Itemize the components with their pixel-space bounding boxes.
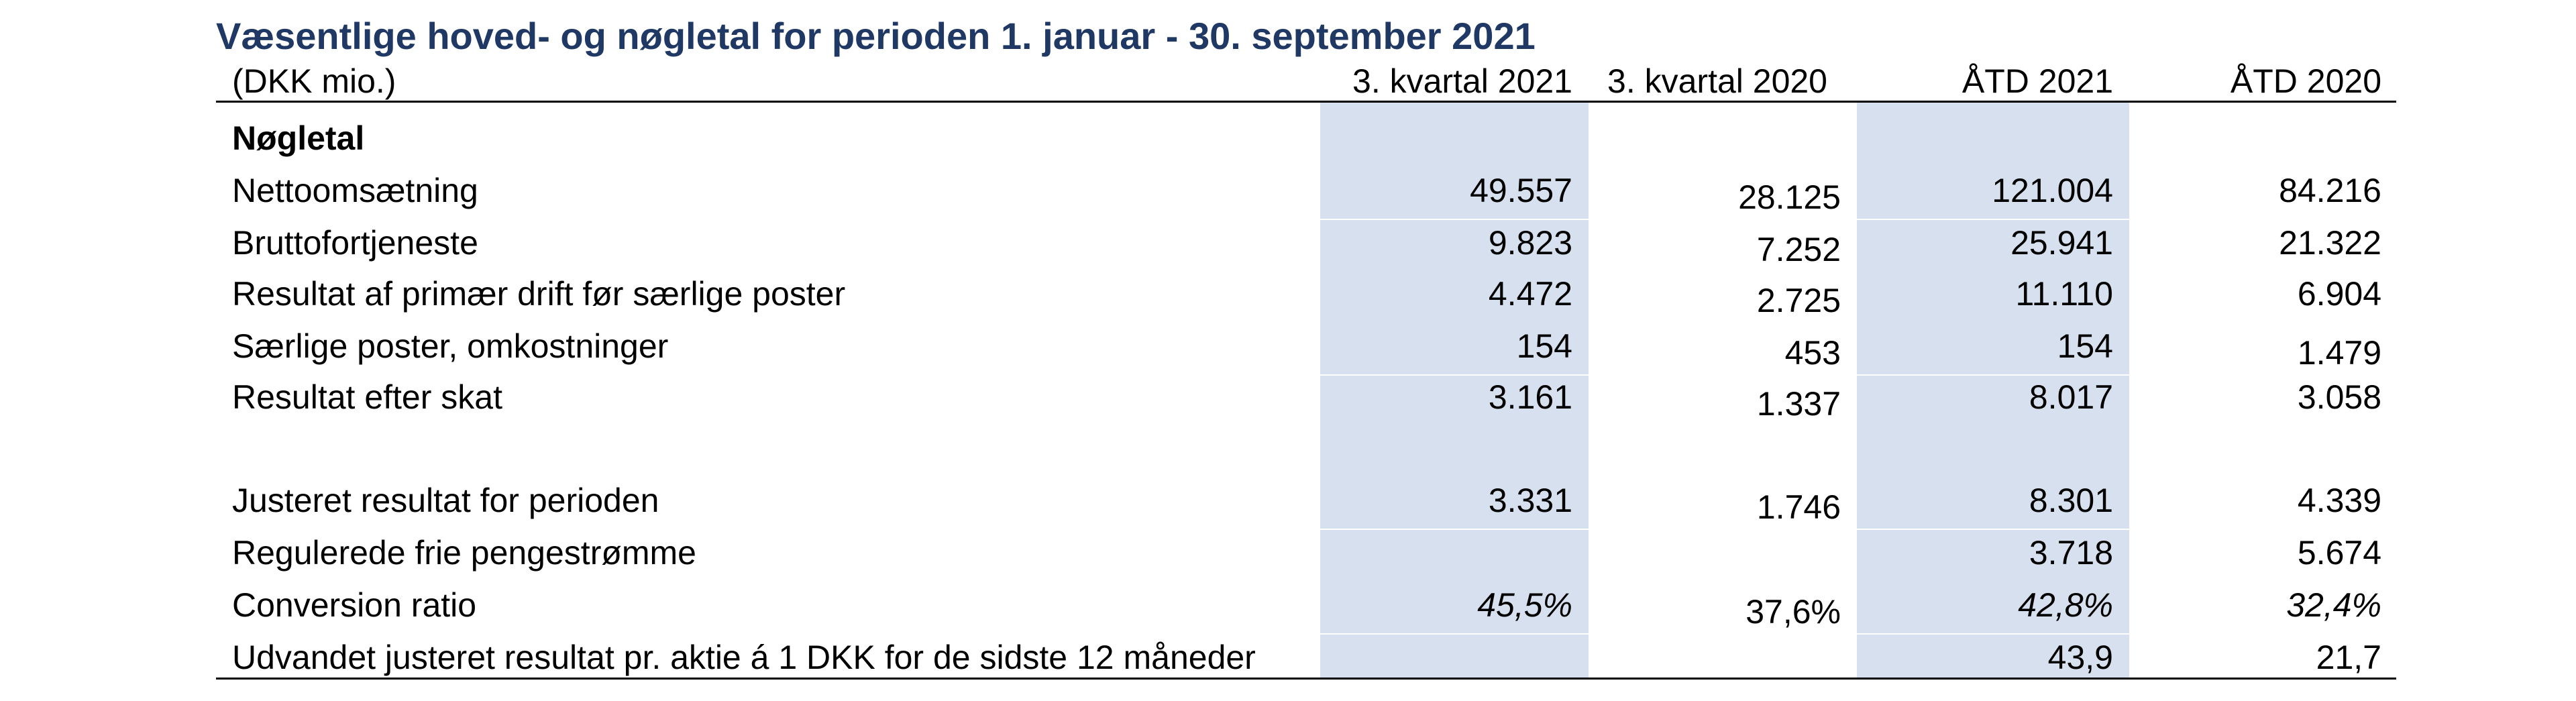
table-cell: 42,8% [2018,586,2113,624]
header-rule [216,101,2396,103]
table-cell: 3.058 [2297,378,2381,416]
table-cell: 121.004 [1992,172,2113,209]
row-separator [1320,529,1589,530]
row-label: Regulerede frie pengestrømme [232,534,696,572]
table-cell: 37,6% [1746,593,1841,631]
table-cell: 2.725 [1756,282,1841,319]
row-separator [1857,529,2129,530]
row-label: Udvandet justeret resultat pr. aktie á 1… [232,639,1256,676]
table-cell: 1.746 [1756,488,1841,526]
table-cell: 28.125 [1738,178,1841,216]
column-header-q3-2020: 3. kvartal 2020 [1607,62,1827,100]
table-cell: 7.252 [1756,231,1841,268]
row-label: Resultat efter skat [232,378,502,416]
row-label: Bruttofortjeneste [232,224,478,262]
table-cell: 453 [1784,334,1841,372]
table-cell: 32,4% [2286,586,2381,624]
row-separator [1320,374,1589,376]
table-cell: 43,9 [2047,639,2113,676]
table-cell: 9.823 [1488,224,1572,262]
column-header-atd-2020: ÅTD 2020 [2230,62,2381,100]
table-cell: 6.904 [2297,275,2381,313]
column-shade-q3-2021 [1320,102,1589,678]
column-header-q3-2021: 3. kvartal 2021 [1352,62,1572,100]
table-cell: 49.557 [1470,172,1572,209]
table-cell: 84.216 [2279,172,2381,209]
table-cell: 11.110 [2015,275,2113,313]
row-separator [1857,374,2129,376]
table-cell: 25.941 [2010,224,2113,262]
unit-label: (DKK mio.) [232,62,396,100]
table-cell: 1.337 [1756,385,1841,423]
table-cell: 3.718 [2029,534,2113,572]
table-cell: 5.674 [2297,534,2381,572]
table-cell: 21,7 [2316,639,2381,676]
table-cell: 3.331 [1488,482,1572,519]
row-label: Nettoomsætning [232,172,478,209]
table-cell: 21.322 [2279,224,2381,262]
row-separator [1320,219,1589,220]
table-cell: 45,5% [1477,586,1572,624]
column-shade-atd-2021 [1857,102,2129,678]
row-separator [1320,633,1589,635]
row-label: Conversion ratio [232,586,477,624]
row-label: Justeret resultat for perioden [232,482,659,519]
table-cell: 4.472 [1488,275,1572,313]
table-cell: 154 [1516,327,1572,365]
table-title: Væsentlige hoved- og nøgletal for period… [216,15,1536,57]
table-cell: 8.301 [2029,482,2113,519]
row-label: Særlige poster, omkostninger [232,327,669,365]
table-cell: 8.017 [2029,378,2113,416]
row-label: Resultat af primær drift før særlige pos… [232,275,846,313]
footer-rule [216,678,2396,680]
table-cell: 1.479 [2297,334,2381,372]
row-separator [1857,633,2129,635]
table-cell: 4.339 [2297,482,2381,519]
row-separator [1857,219,2129,220]
column-header-atd-2021: ÅTD 2021 [1962,62,2113,100]
section-heading: Nøgletal [232,119,365,157]
table-cell: 154 [2057,327,2113,365]
table-cell: 3.161 [1488,378,1572,416]
